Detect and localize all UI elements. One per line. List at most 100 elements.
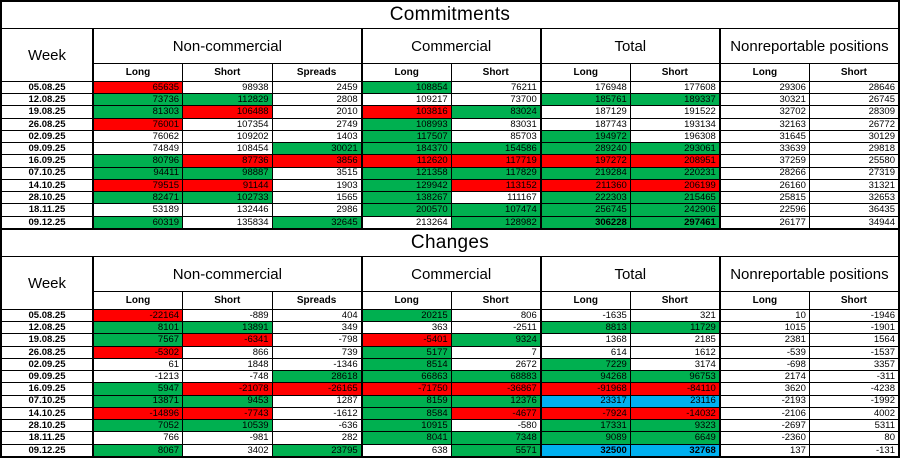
group-header-nonreportable: Nonreportable positions [718, 256, 900, 293]
sub-header-short: Short [629, 291, 721, 310]
value-cell: 806 [450, 308, 542, 323]
value-cell: 112829 [182, 93, 273, 107]
value-cell: 614 [539, 345, 631, 359]
value-cell: 76211 [450, 80, 542, 95]
value-cell: -311 [808, 370, 900, 384]
sub-header-long: Long [718, 63, 810, 82]
value-cell: 129942 [360, 178, 452, 193]
week-cell: 07.10.25 [0, 166, 94, 180]
week-cell: 09.09.25 [0, 370, 94, 384]
week-column-header: Week [0, 28, 94, 82]
value-cell: 2174 [718, 370, 810, 384]
value-cell: 108993 [360, 117, 452, 131]
week-cell: 18.11.25 [0, 203, 94, 217]
table-row: 02.09.25 76062 109202 1403 117507 85703 194972… [0, 129, 900, 144]
value-cell: 83024 [450, 105, 542, 119]
value-cell: 36435 [808, 203, 900, 217]
value-cell: -1346 [271, 357, 363, 372]
value-cell: 2672 [450, 357, 542, 372]
value-cell: 32702 [718, 105, 810, 119]
value-cell: -2106 [718, 406, 810, 421]
section-title-commitments: Commitments [0, 0, 900, 30]
sub-header-short: Short [182, 63, 273, 82]
value-cell: -2697 [718, 419, 810, 433]
week-cell: 19.08.25 [0, 333, 94, 347]
value-cell: 32653 [808, 191, 900, 205]
value-cell: -1946 [808, 308, 900, 323]
value-cell: 17331 [539, 419, 631, 433]
value-cell: 80796 [92, 154, 184, 168]
value-cell: 33639 [718, 142, 810, 156]
value-cell: 26745 [808, 93, 900, 107]
table-row: 14.10.25 -14896 -7743 -1612 8584 -4677 -7924 -1… [0, 406, 900, 421]
value-cell: 9323 [629, 419, 721, 433]
changes-sub-header-row: Long Short Spreads Long Short Long Short… [1, 291, 900, 310]
value-cell: 1565 [271, 191, 363, 205]
value-cell: -4677 [450, 406, 542, 421]
value-cell: 80 [808, 431, 900, 445]
value-cell: -539 [718, 345, 810, 359]
value-cell: -71750 [360, 382, 452, 396]
value-cell: -889 [182, 308, 273, 323]
sub-header-long: Long [539, 63, 631, 82]
value-cell: 28646 [808, 80, 900, 95]
value-cell: 9324 [450, 333, 542, 347]
commitments-table: Commitments Week Non-commercial Commerci… [0, 0, 900, 230]
value-cell: 8159 [360, 394, 452, 408]
value-cell: 91144 [182, 178, 273, 193]
table-row: 09.09.25 74849 108454 30021 184370 154586 2892… [0, 142, 900, 156]
table-row: 19.08.25 7567 -6341 -798 -5401 9324 1368 2185 23… [0, 333, 900, 347]
value-cell: 29818 [808, 142, 900, 156]
value-cell: 7 [450, 345, 542, 359]
value-cell: -698 [718, 357, 810, 372]
sub-header-long: Long [92, 63, 184, 82]
value-cell: 7052 [92, 419, 184, 433]
value-cell: 404 [271, 308, 363, 323]
table-row: 19.08.25 81303 106488 2010 103816 83024 187129… [0, 105, 900, 119]
table-row: 28.10.25 7052 10539 -636 10915 -580 17331 9323-… [0, 419, 900, 433]
sub-header-short: Short [808, 63, 900, 82]
value-cell: 185761 [539, 93, 631, 107]
group-header-non-commercial: Non-commercial [92, 28, 363, 65]
value-cell: 109217 [360, 93, 452, 107]
value-cell: -14032 [629, 406, 721, 421]
value-cell: -1213 [92, 370, 184, 384]
value-cell: -4238 [808, 382, 900, 396]
value-cell: 13871 [92, 394, 184, 408]
value-cell: 2185 [629, 333, 721, 347]
value-cell: 8041 [360, 431, 452, 445]
group-header-non-commercial: Non-commercial [92, 256, 363, 293]
week-cell: 12.08.25 [0, 321, 94, 335]
week-cell: 26.08.25 [0, 117, 94, 131]
week-cell: 07.10.25 [0, 394, 94, 408]
value-cell: 1403 [271, 129, 363, 144]
table-row: 28.10.25 82471 102733 1565 138267 111167 22230… [0, 191, 900, 205]
value-cell: 8067 [92, 443, 184, 458]
value-cell: 2749 [271, 117, 363, 131]
value-cell: 13891 [182, 321, 273, 335]
value-cell: 208951 [629, 154, 721, 168]
value-cell: 12376 [450, 394, 542, 408]
value-cell: 6649 [629, 431, 721, 445]
value-cell: 1368 [539, 333, 631, 347]
commitments-title-row: Commitments [0, 0, 900, 30]
value-cell: 191522 [629, 105, 721, 119]
value-cell: -1992 [808, 394, 900, 408]
value-cell: 27319 [808, 166, 900, 180]
week-column-header: Week [0, 256, 94, 310]
value-cell: 3856 [271, 154, 363, 168]
value-cell: 85703 [450, 129, 542, 144]
value-cell: 3357 [808, 357, 900, 372]
value-cell: 32768 [629, 443, 721, 458]
value-cell: 176948 [539, 80, 631, 95]
value-cell: 96753 [629, 370, 721, 384]
value-cell: 10 [718, 308, 810, 323]
value-cell: -36867 [450, 382, 542, 396]
value-cell: 2010 [271, 105, 363, 119]
value-cell: 121358 [360, 166, 452, 180]
value-cell: 66863 [360, 370, 452, 384]
value-cell: -2511 [450, 321, 542, 335]
value-cell: 1564 [808, 333, 900, 347]
value-cell: 1287 [271, 394, 363, 408]
sub-header-long: Long [360, 291, 452, 310]
